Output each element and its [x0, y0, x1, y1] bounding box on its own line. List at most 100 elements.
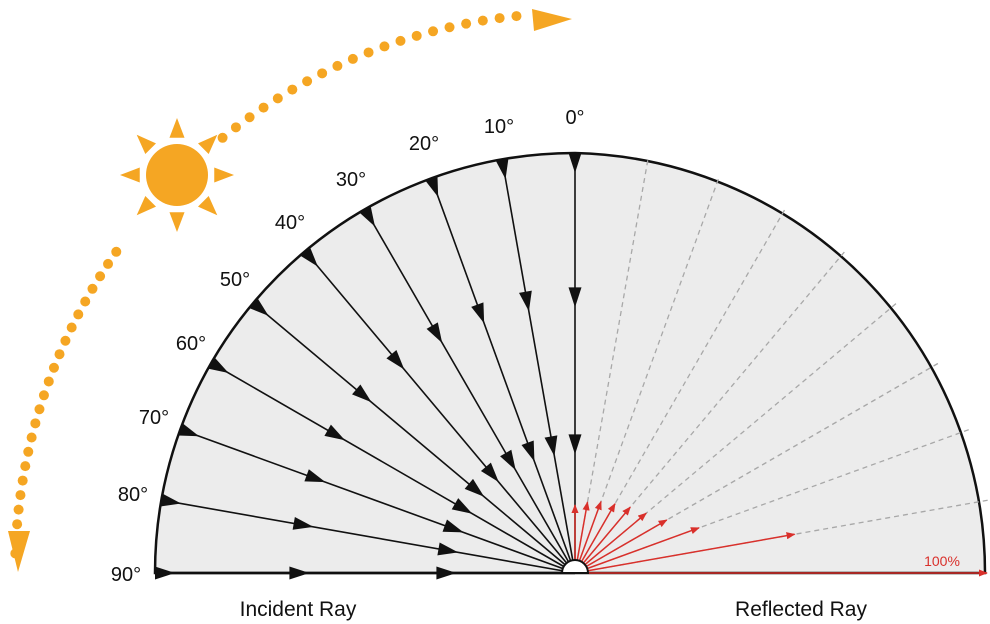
reflected-guide-line-10: [574, 159, 649, 574]
incident-arrowhead-0-0: [568, 153, 582, 173]
reflected-ray-caption: Reflected Ray: [735, 598, 867, 621]
incident-arrowhead-80-0: [160, 493, 182, 507]
reflected-percent-label: 100%: [924, 553, 960, 569]
incident-arrowhead-60-2: [451, 498, 473, 514]
sun-path-dots: [10, 11, 522, 559]
sun-path-dot: [477, 15, 488, 26]
incident-arrowhead-70-2: [442, 519, 464, 533]
reflected-guide-line-20: [574, 178, 720, 574]
reflected-ray-80: [574, 532, 796, 574]
incident-ray-30: [364, 208, 576, 574]
sun-path-dot: [428, 26, 439, 37]
reflected-guide-line-40: [574, 250, 846, 574]
sun-path-dot: [12, 519, 23, 530]
incident-arrowhead-0-2: [568, 434, 582, 455]
sun-path-dot: [332, 60, 343, 71]
sun-path-dot: [272, 93, 283, 104]
sun-path-dot: [54, 349, 65, 360]
sun-path-dot: [15, 490, 26, 501]
sun-path-dot: [38, 390, 49, 401]
incident-arrowhead-30-1: [426, 322, 443, 343]
sun-path-dot: [411, 30, 422, 41]
incident-arrowhead-80-1: [292, 517, 314, 530]
sun-path-dot: [461, 18, 472, 29]
sun-path-dot: [111, 246, 122, 257]
incident-arrowhead-20-2: [521, 440, 535, 462]
incident-arrowhead-80-2: [437, 542, 459, 556]
reflected-guide-line-60: [574, 362, 940, 574]
incident-arrowhead-50-0: [249, 298, 269, 316]
sun-path-dot: [347, 53, 358, 64]
incident-ray-caption: Incident Ray: [240, 598, 357, 621]
sun-ray: [197, 195, 218, 216]
sun-path-dot: [30, 418, 41, 429]
sun-path-dot: [244, 112, 255, 123]
reflected-ray-60: [574, 519, 668, 574]
sun-ray: [197, 134, 218, 155]
reflected-ray-40: [574, 506, 631, 574]
sun-path-dot: [17, 475, 28, 486]
angle-labels: 0° 10° 20° 30° 40° 50° 60° 70° 80° 90°: [111, 107, 585, 586]
incident-ray-80: [161, 499, 576, 574]
sun-path-dot: [60, 335, 71, 346]
incident-ray-50: [252, 302, 576, 574]
sun-path-dot: [511, 11, 522, 22]
incident-arrowhead-50-1: [352, 384, 372, 403]
incident-arrowhead-90-2: [436, 566, 457, 580]
reflected-ray-50: [574, 512, 647, 574]
sun-path-dot: [395, 35, 406, 46]
sun-path-dot: [43, 376, 54, 387]
incident-arrowhead-0-1: [568, 287, 582, 308]
incident-arrowhead-20-0: [425, 176, 439, 198]
sun-ray: [214, 167, 234, 183]
sun-path-dot: [20, 461, 31, 472]
sun-path-dot: [363, 47, 374, 58]
incident-ray-40: [304, 250, 576, 574]
sun-ray: [169, 212, 185, 232]
sun-path-dot: [87, 283, 98, 294]
angle-label-70: 70°: [139, 407, 169, 429]
sun-path-dot: [26, 432, 37, 443]
angle-label-80: 80°: [118, 484, 148, 506]
angle-label-10: 10°: [484, 116, 514, 138]
incident-arrowhead-10-0: [495, 158, 509, 180]
reflected-guide-line-50: [574, 302, 898, 574]
sun-path-dot: [494, 13, 505, 24]
sun-path-dot: [302, 76, 313, 87]
angle-label-20: 20°: [409, 133, 439, 155]
angle-label-50: 50°: [220, 269, 250, 291]
sun-path-arrow-icon: [8, 531, 30, 572]
incident-arrowhead-10-2: [544, 435, 558, 457]
sun-path-dot: [48, 362, 59, 373]
incident-arrowhead-50-2: [464, 478, 485, 497]
incident-arrowhead-60-0: [208, 357, 229, 373]
sun-path-arrow-icon: [532, 9, 572, 31]
reflected-guide-line-70: [574, 428, 970, 574]
reflection-point: [560, 559, 590, 574]
incident-arrowhead-40-0: [300, 247, 318, 267]
incident-arrowhead-90-0: [155, 566, 175, 580]
sun-path-dot: [95, 271, 106, 282]
sun-path-dot: [73, 309, 84, 320]
sun-icon: [120, 118, 234, 232]
incident-ray-10: [501, 159, 576, 574]
incident-ray-20: [430, 178, 576, 574]
incident-rays: [155, 153, 582, 580]
reflected-ray-70: [574, 527, 700, 574]
sun-ray: [136, 195, 157, 216]
angle-label-60: 60°: [176, 333, 206, 355]
incident-arrowhead-20-1: [471, 302, 485, 324]
sun-path-dot: [317, 68, 328, 79]
sun-path-dot: [258, 102, 269, 113]
sun-path-dot: [444, 22, 455, 33]
incident-ray-60: [210, 362, 576, 574]
incident-arrowhead-70-0: [178, 423, 200, 437]
incident-arrowhead-60-1: [324, 424, 345, 441]
sun-ray: [136, 134, 157, 155]
angle-label-0: 0°: [565, 107, 584, 129]
angle-label-90: 90°: [111, 564, 141, 586]
sun-ray: [120, 167, 140, 183]
sun-path-dot: [66, 322, 77, 333]
incident-arrowhead-30-2: [500, 449, 516, 471]
sun-path-dot: [217, 132, 228, 143]
